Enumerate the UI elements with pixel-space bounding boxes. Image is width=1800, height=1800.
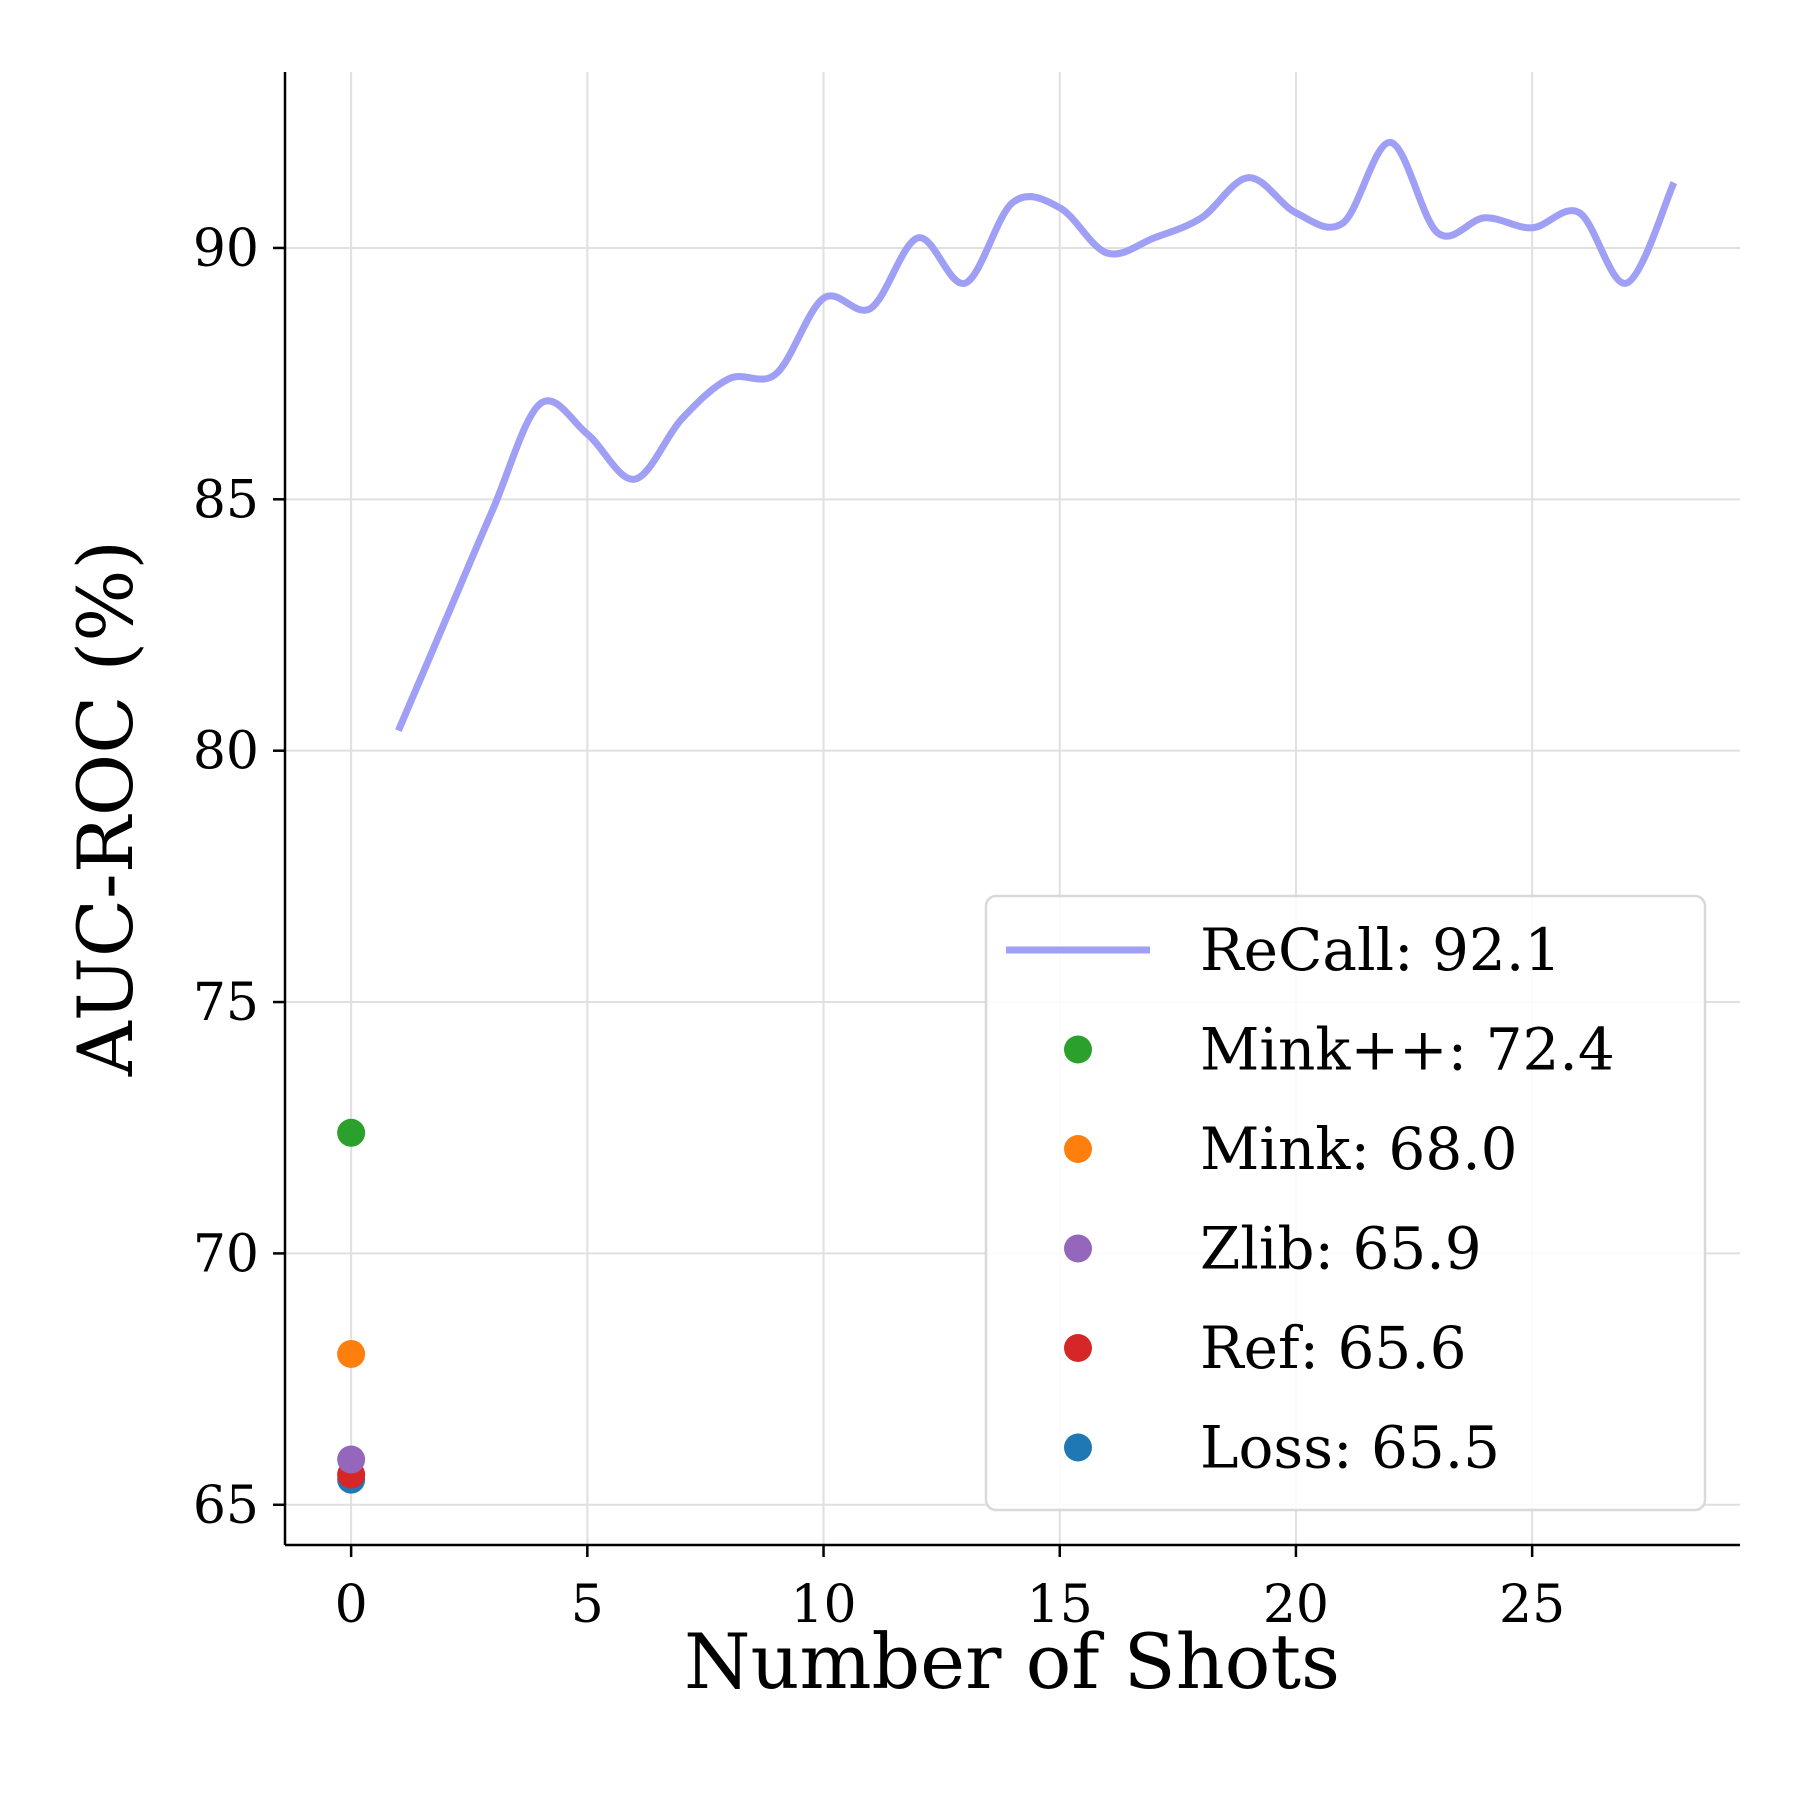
recall-line [395, 138, 1678, 732]
legend-frame [984, 894, 1707, 1512]
legend-label: Zlib: 65.9 [1200, 1215, 1482, 1283]
legend-marker [1064, 1334, 1092, 1362]
x-tick-label: 15 [1027, 1575, 1093, 1635]
scatter-point-mink [337, 1339, 366, 1368]
x-tick-label: 5 [571, 1575, 604, 1635]
legend-marker [1064, 1234, 1092, 1263]
scatter-point-mink- [337, 1118, 366, 1147]
legend-label: Ref: 65.6 [1200, 1314, 1467, 1382]
legend-label: ReCall: 92.1 [1200, 916, 1561, 984]
x-tick-label: 0 [335, 1575, 368, 1635]
x-axis-title: Number of Shots [684, 1617, 1340, 1706]
y-tick-label: 65 [193, 1476, 259, 1536]
legend-marker [1064, 1035, 1092, 1064]
y-tick-label: 70 [193, 1224, 259, 1284]
plot-area [337, 138, 1678, 1494]
legend-marker [1064, 1433, 1092, 1462]
axes: 0 5 10 15 20 25 65 70 75 80 85 90 [193, 72, 1740, 1635]
legend-marker [1064, 1135, 1092, 1163]
legend-label: Mink: 68.0 [1200, 1115, 1518, 1183]
x-tick-label: 25 [1499, 1575, 1565, 1635]
legend-label: Loss: 65.5 [1200, 1414, 1500, 1482]
x-tick-label: 20 [1263, 1575, 1329, 1635]
legend: ReCall: 92.1 Mink++: 72.4 Mink: 68.0 Zlib: … [984, 894, 1707, 1512]
y-tick-label: 85 [193, 470, 259, 530]
y-tick-label: 75 [193, 973, 259, 1033]
legend-label: Mink++: 72.4 [1200, 1016, 1615, 1084]
y-axis-title: AUC-ROC (%) [61, 540, 150, 1077]
scatter-point-zlib [337, 1445, 366, 1474]
y-tick-label: 80 [193, 722, 259, 782]
x-tick-label: 10 [790, 1575, 856, 1635]
y-tick-label: 90 [193, 219, 259, 279]
